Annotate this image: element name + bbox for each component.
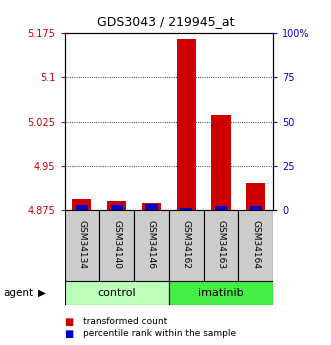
Text: GSM34163: GSM34163: [216, 220, 225, 269]
Text: GSM34146: GSM34146: [147, 220, 156, 269]
Text: transformed count: transformed count: [83, 317, 167, 326]
Bar: [111, 205, 123, 210]
Text: control: control: [97, 288, 136, 298]
Text: GSM34140: GSM34140: [112, 220, 121, 269]
Bar: [65, 281, 169, 305]
Bar: [134, 210, 169, 281]
Bar: [72, 199, 91, 210]
Bar: [65, 210, 99, 281]
Bar: [99, 210, 134, 281]
Text: ▶: ▶: [38, 288, 46, 298]
Text: agent: agent: [3, 288, 33, 298]
Bar: [204, 210, 238, 281]
Bar: [142, 203, 161, 210]
Text: percentile rank within the sample: percentile rank within the sample: [83, 329, 236, 338]
Bar: [169, 210, 204, 281]
Bar: [215, 206, 227, 210]
Bar: [177, 39, 196, 210]
Text: ■: ■: [65, 329, 74, 339]
Text: GSM34134: GSM34134: [77, 220, 86, 269]
Bar: [145, 204, 158, 210]
Text: GDS3043 / 219945_at: GDS3043 / 219945_at: [97, 16, 234, 29]
Bar: [212, 115, 230, 210]
Bar: [246, 183, 265, 210]
Bar: [107, 201, 126, 210]
Bar: [250, 206, 262, 210]
Text: GSM34162: GSM34162: [182, 220, 191, 269]
Bar: [180, 208, 192, 210]
Text: ■: ■: [65, 317, 74, 326]
Bar: [238, 210, 273, 281]
Text: imatinib: imatinib: [198, 288, 244, 298]
Bar: [169, 281, 273, 305]
Text: GSM34164: GSM34164: [251, 220, 260, 269]
Bar: [76, 205, 88, 210]
